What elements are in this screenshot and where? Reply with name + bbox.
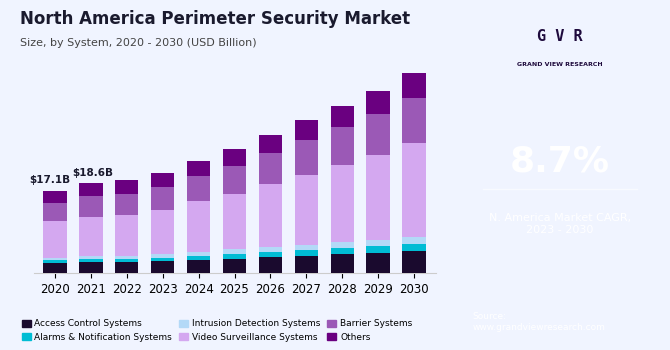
Bar	[330, 106, 354, 127]
Bar	[402, 251, 425, 273]
Bar	[366, 253, 390, 273]
Bar	[295, 140, 318, 175]
Bar	[151, 261, 174, 273]
Bar	[187, 201, 210, 252]
Bar	[44, 258, 67, 260]
Bar	[259, 252, 282, 257]
Bar	[79, 196, 103, 217]
Bar	[295, 250, 318, 256]
Bar	[44, 260, 67, 263]
Bar	[259, 135, 282, 153]
Bar	[187, 252, 210, 256]
Text: $18.6B: $18.6B	[72, 168, 113, 178]
Bar	[44, 203, 67, 222]
Text: 8.7%: 8.7%	[510, 144, 610, 178]
Bar	[44, 263, 67, 273]
Text: G V R: G V R	[537, 29, 582, 43]
Bar	[366, 240, 390, 246]
Bar	[115, 259, 139, 262]
Bar	[187, 161, 210, 176]
Bar	[259, 257, 282, 273]
Text: Source:
www.grandviewresearch.com: Source: www.grandviewresearch.com	[472, 312, 605, 332]
Bar	[402, 74, 425, 98]
Bar	[402, 143, 425, 237]
Bar	[259, 247, 282, 252]
Bar	[151, 173, 174, 187]
Bar	[259, 153, 282, 184]
Bar	[295, 175, 318, 245]
Bar	[223, 194, 246, 249]
Bar	[259, 184, 282, 247]
Bar	[366, 114, 390, 155]
Text: $17.1B: $17.1B	[29, 175, 70, 185]
Text: North America Perimeter Security Market: North America Perimeter Security Market	[20, 10, 410, 28]
Bar	[187, 176, 210, 201]
Bar	[44, 190, 67, 203]
Bar	[330, 242, 354, 248]
Bar	[366, 155, 390, 240]
Text: GRAND VIEW RESEARCH: GRAND VIEW RESEARCH	[517, 62, 602, 67]
Bar	[330, 127, 354, 165]
Bar	[79, 262, 103, 273]
Bar	[223, 149, 246, 166]
Bar	[79, 183, 103, 196]
Bar	[402, 244, 425, 251]
Bar	[115, 215, 139, 255]
Bar	[187, 256, 210, 260]
Bar	[366, 246, 390, 253]
Bar	[115, 180, 139, 194]
Bar	[151, 258, 174, 261]
Text: N. America Market CAGR,
2023 - 2030: N. America Market CAGR, 2023 - 2030	[489, 213, 631, 235]
Bar	[295, 256, 318, 273]
Bar	[151, 254, 174, 258]
Bar	[330, 165, 354, 242]
Bar	[151, 210, 174, 254]
Bar	[44, 222, 67, 258]
Bar	[223, 259, 246, 273]
Bar	[115, 256, 139, 259]
Bar	[79, 256, 103, 259]
Bar	[366, 91, 390, 114]
Bar	[295, 245, 318, 250]
Bar	[79, 217, 103, 256]
Bar	[330, 248, 354, 254]
Bar	[402, 98, 425, 143]
Bar	[187, 260, 210, 273]
Bar	[223, 249, 246, 254]
Bar	[115, 194, 139, 215]
Bar	[295, 120, 318, 140]
Bar	[330, 254, 354, 273]
Legend: Access Control Systems, Alarms & Notification Systems, Intrusion Detection Syste: Access Control Systems, Alarms & Notific…	[18, 316, 416, 345]
Text: Size, by System, 2020 - 2030 (USD Billion): Size, by System, 2020 - 2030 (USD Billio…	[20, 38, 257, 49]
Bar	[115, 262, 139, 273]
Bar	[223, 166, 246, 194]
Bar	[402, 237, 425, 244]
Bar	[79, 259, 103, 262]
Bar	[151, 187, 174, 210]
Bar	[223, 254, 246, 259]
